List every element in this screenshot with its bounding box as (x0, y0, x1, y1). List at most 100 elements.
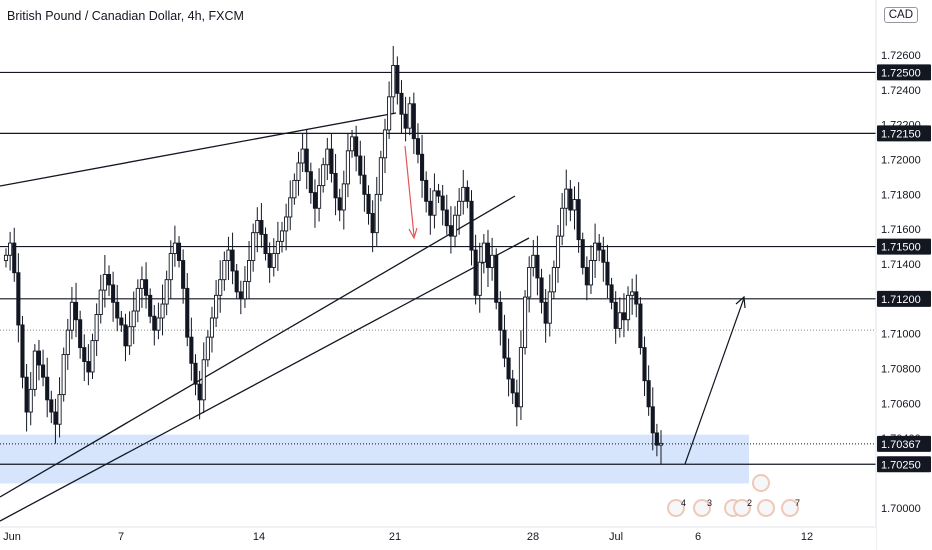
candle-body (469, 200, 474, 251)
candle-body (255, 220, 260, 234)
candle-body (465, 186, 470, 202)
price-tick-label: 1.71800 (881, 189, 921, 201)
candle-body (601, 249, 606, 263)
price-tick-label: 1.72400 (881, 85, 921, 97)
candle-body (576, 199, 581, 241)
candle-body (650, 406, 655, 434)
candle-body (32, 350, 37, 390)
time-axis-background (0, 527, 876, 550)
time-tick-label: 6 (695, 531, 701, 543)
candle-body (45, 376, 50, 401)
candle-body (597, 242, 602, 251)
time-tick-label: Jul (609, 531, 623, 543)
candle-body (345, 150, 350, 185)
event-flag-icon (752, 474, 770, 492)
channel-line-1 (0, 195, 516, 498)
candle-body (312, 192, 318, 209)
channel-line-2 (0, 237, 530, 522)
candle-body (634, 291, 639, 305)
candle-body (86, 361, 91, 373)
candle-body (593, 242, 598, 261)
candle-body (555, 235, 561, 268)
price-tick-label: 1.70600 (881, 398, 921, 410)
candle-body (78, 319, 83, 349)
candle-body (321, 164, 326, 187)
candle-body (457, 200, 462, 216)
candle-body (395, 65, 400, 94)
candle-body (329, 148, 334, 174)
candle-body (144, 279, 149, 296)
candle-body (73, 301, 79, 321)
candle-body (49, 399, 54, 413)
candle-body (588, 260, 594, 286)
candle-body (160, 303, 165, 319)
candle-body (436, 190, 441, 197)
price-tick-label: 1.71400 (881, 259, 921, 271)
candle-body (440, 195, 445, 211)
candle-body (477, 261, 482, 296)
event-flag-icon (757, 499, 775, 517)
price-tag (877, 125, 931, 142)
candle-body (407, 103, 412, 129)
candle-body (490, 254, 495, 268)
candle-body (300, 148, 305, 164)
candle-body (646, 380, 651, 408)
candle-body (242, 280, 247, 300)
price-tag (877, 290, 931, 307)
chart-title: British Pound / Canadian Dollar, 4h, FXC… (7, 9, 244, 23)
candle-body (498, 301, 503, 331)
candle-body (518, 347, 523, 408)
time-tick-label: 28 (527, 531, 539, 543)
candle-body (382, 129, 388, 159)
candle-body (399, 92, 404, 115)
candle-body (613, 301, 618, 329)
candle-body (16, 272, 21, 326)
candle-body (621, 312, 626, 321)
candle-body (539, 277, 544, 303)
time-tick-label: 14 (253, 531, 265, 543)
candle-body (523, 296, 528, 349)
price-tag-label: 1.72500 (881, 67, 921, 79)
candle-body (127, 326, 132, 347)
price-tag-label: 1.70250 (881, 459, 921, 471)
candle-body (69, 301, 74, 331)
candle-body (304, 148, 309, 173)
price-tag-label: 1.70367 (881, 439, 921, 451)
price-tick-label: 1.70800 (881, 363, 921, 375)
candle-body (531, 254, 536, 268)
candle-body (411, 103, 416, 140)
candle-body (527, 267, 532, 298)
candle-body (90, 340, 95, 373)
candle-body (638, 303, 643, 349)
candle-body (267, 253, 272, 268)
time-tick-label: Jun (3, 531, 21, 543)
candle-body (424, 179, 429, 202)
price-tick-label: 1.70000 (881, 503, 921, 515)
price-tick-label: 1.72000 (881, 155, 921, 167)
candle-body (152, 315, 157, 331)
event-flag-icon (733, 499, 751, 517)
candle-body (658, 442, 664, 446)
candle-body (308, 171, 313, 194)
price-tick-label: 1.71000 (881, 329, 921, 341)
currency-button[interactable]: CAD (883, 7, 918, 23)
candle-body (288, 197, 293, 218)
candle-body (378, 157, 383, 195)
candle-body (53, 411, 58, 425)
candle-body (222, 260, 227, 281)
candle-body (325, 148, 330, 166)
candle-body (189, 336, 194, 364)
event-count-label: 7 (795, 498, 800, 508)
candle-body (8, 242, 13, 256)
candle-body (12, 242, 17, 274)
candle-body (168, 253, 173, 281)
candle-body (172, 242, 177, 255)
candle-body (568, 188, 573, 211)
candle-body (82, 347, 87, 362)
candle-body (135, 287, 140, 312)
price-tick-label: 1.71600 (881, 224, 921, 236)
candle-body (547, 291, 552, 324)
event-flag-icon (667, 499, 685, 517)
